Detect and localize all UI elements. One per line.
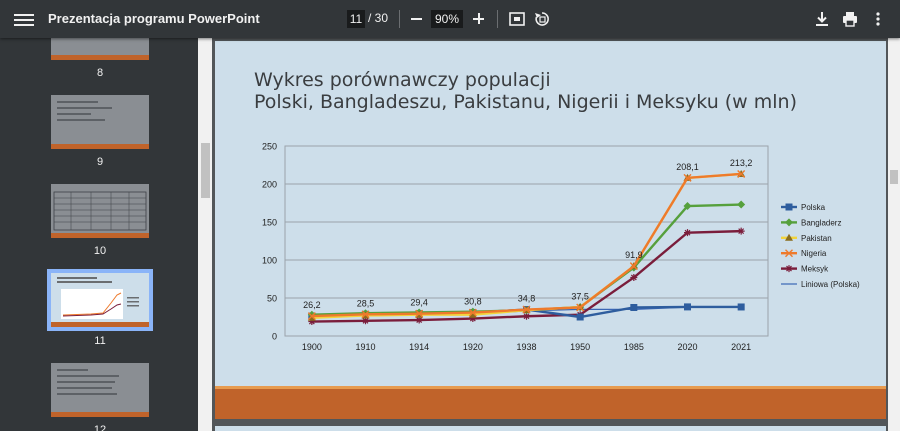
data-point xyxy=(468,308,477,317)
slide-title-line1: Wykres porównawczy populacji xyxy=(254,69,551,91)
data-label: 30,8 xyxy=(464,297,482,307)
x-tick-label: 1985 xyxy=(624,342,644,352)
legend-label: Nigeria xyxy=(801,249,827,258)
page-number-input[interactable]: 11 xyxy=(347,10,365,28)
data-label: 213,2 xyxy=(730,158,753,168)
zoom-out-icon[interactable] xyxy=(408,9,426,29)
next-page-edge xyxy=(215,426,886,431)
data-point xyxy=(684,303,691,311)
y-tick-label: 50 xyxy=(267,294,277,304)
x-tick-label: 1950 xyxy=(570,342,590,352)
data-point xyxy=(415,316,423,324)
data-point xyxy=(785,203,793,211)
data-point xyxy=(785,233,793,241)
fit-page-icon[interactable] xyxy=(507,9,527,29)
thumbnail-label: 12 xyxy=(93,424,107,431)
data-point xyxy=(629,262,638,271)
slide-title: Wykres porównawczy populacji Polski, Ban… xyxy=(254,69,797,113)
toolbar-divider xyxy=(497,10,498,28)
data-label: 26,2 xyxy=(303,300,321,310)
data-label: 29,4 xyxy=(410,298,428,308)
legend-label: Bangladerz xyxy=(801,218,841,227)
legend-label: Meksyk xyxy=(801,265,829,274)
data-point xyxy=(576,303,585,312)
slide-footer-bar xyxy=(215,389,886,419)
y-tick-label: 0 xyxy=(272,332,277,342)
data-point xyxy=(683,202,692,211)
main-scrollbar[interactable] xyxy=(888,38,900,431)
data-point xyxy=(468,310,477,318)
slide-accent-line xyxy=(215,386,886,389)
document-title: Prezentacja programu PowerPoint xyxy=(48,11,260,26)
data-label: 37,5 xyxy=(571,292,589,302)
legend-label: Pakistan xyxy=(801,234,832,243)
slide-title-line2: Polski, Bangladeszu, Pakistanu, Nigerii … xyxy=(254,91,798,113)
thumbnail-page-11[interactable] xyxy=(47,269,153,331)
document-viewer: Wykres porównawczy populacji Polski, Ban… xyxy=(212,38,888,431)
data-point xyxy=(737,169,746,178)
x-tick-label: 1938 xyxy=(516,342,536,352)
data-point xyxy=(576,313,584,321)
slide-page: Wykres porównawczy populacji Polski, Ban… xyxy=(215,41,886,419)
data-point xyxy=(737,200,746,209)
data-point xyxy=(522,305,531,314)
legend-label: Liniowa (Polska) xyxy=(801,280,860,289)
legend-label: Polska xyxy=(801,203,826,212)
data-point xyxy=(308,318,316,326)
x-tick-label: 1920 xyxy=(463,342,483,352)
data-point xyxy=(630,273,638,281)
pdf-toolbar: Prezentacja programu PowerPoint 11 / 30 … xyxy=(0,0,900,38)
y-tick-label: 100 xyxy=(262,256,277,266)
toolbar-divider xyxy=(399,10,400,28)
data-point xyxy=(307,312,316,321)
thumbnail-page-9[interactable] xyxy=(51,95,149,149)
data-point xyxy=(361,310,370,319)
sidebar-scrollbar[interactable] xyxy=(198,38,212,431)
data-point xyxy=(737,303,745,311)
x-tick-label: 2021 xyxy=(731,342,751,352)
data-point xyxy=(785,218,793,227)
data-point xyxy=(785,265,793,273)
population-line-chart: 0 50 100 150 200 250 1900 1910 1914 1920 1938 1950 1… xyxy=(262,142,860,353)
data-point xyxy=(469,315,477,323)
data-point xyxy=(737,227,745,235)
thumbnail-page-12[interactable] xyxy=(51,363,149,417)
data-label: 28,5 xyxy=(357,298,375,308)
x-tick-label: 1910 xyxy=(355,342,375,352)
data-point xyxy=(683,173,692,182)
thumbnail-page-10[interactable] xyxy=(51,184,149,238)
download-icon[interactable] xyxy=(812,9,832,29)
y-tick-label: 250 xyxy=(262,142,277,152)
page-total: / 30 xyxy=(368,11,389,25)
data-point xyxy=(523,312,530,320)
zoom-in-icon[interactable] xyxy=(469,9,489,29)
more-icon[interactable] xyxy=(868,9,888,29)
sidebar-scrollbar-thumb[interactable] xyxy=(201,143,210,198)
thumbnail-label: 8 xyxy=(96,67,104,79)
zoom-level-input[interactable]: 90% xyxy=(431,10,463,28)
x-tick-label: 1900 xyxy=(302,342,322,352)
thumbnail-page-8[interactable] xyxy=(51,38,149,60)
menu-icon[interactable] xyxy=(14,11,34,27)
data-point xyxy=(785,249,793,258)
data-point xyxy=(415,309,424,318)
y-tick-label: 150 xyxy=(262,218,277,228)
data-point xyxy=(684,229,691,237)
data-point xyxy=(630,304,638,311)
data-label: 208,1 xyxy=(676,162,699,172)
data-point xyxy=(362,317,369,325)
rotate-icon[interactable] xyxy=(532,9,552,29)
thumbnail-sidebar: 8 9 10 11 12 xyxy=(0,38,198,431)
x-tick-label: 2020 xyxy=(677,342,697,352)
data-label: 34,8 xyxy=(518,294,536,304)
thumbnail-label: 9 xyxy=(96,156,104,168)
y-tick-label: 200 xyxy=(262,180,277,190)
thumbnail-label: 11 xyxy=(94,335,106,347)
print-icon[interactable] xyxy=(840,9,860,29)
main-scrollbar-thumb[interactable] xyxy=(890,170,898,184)
x-tick-label: 1914 xyxy=(409,342,429,352)
data-label: 91,9 xyxy=(625,250,643,260)
thumbnail-label: 10 xyxy=(93,245,107,257)
